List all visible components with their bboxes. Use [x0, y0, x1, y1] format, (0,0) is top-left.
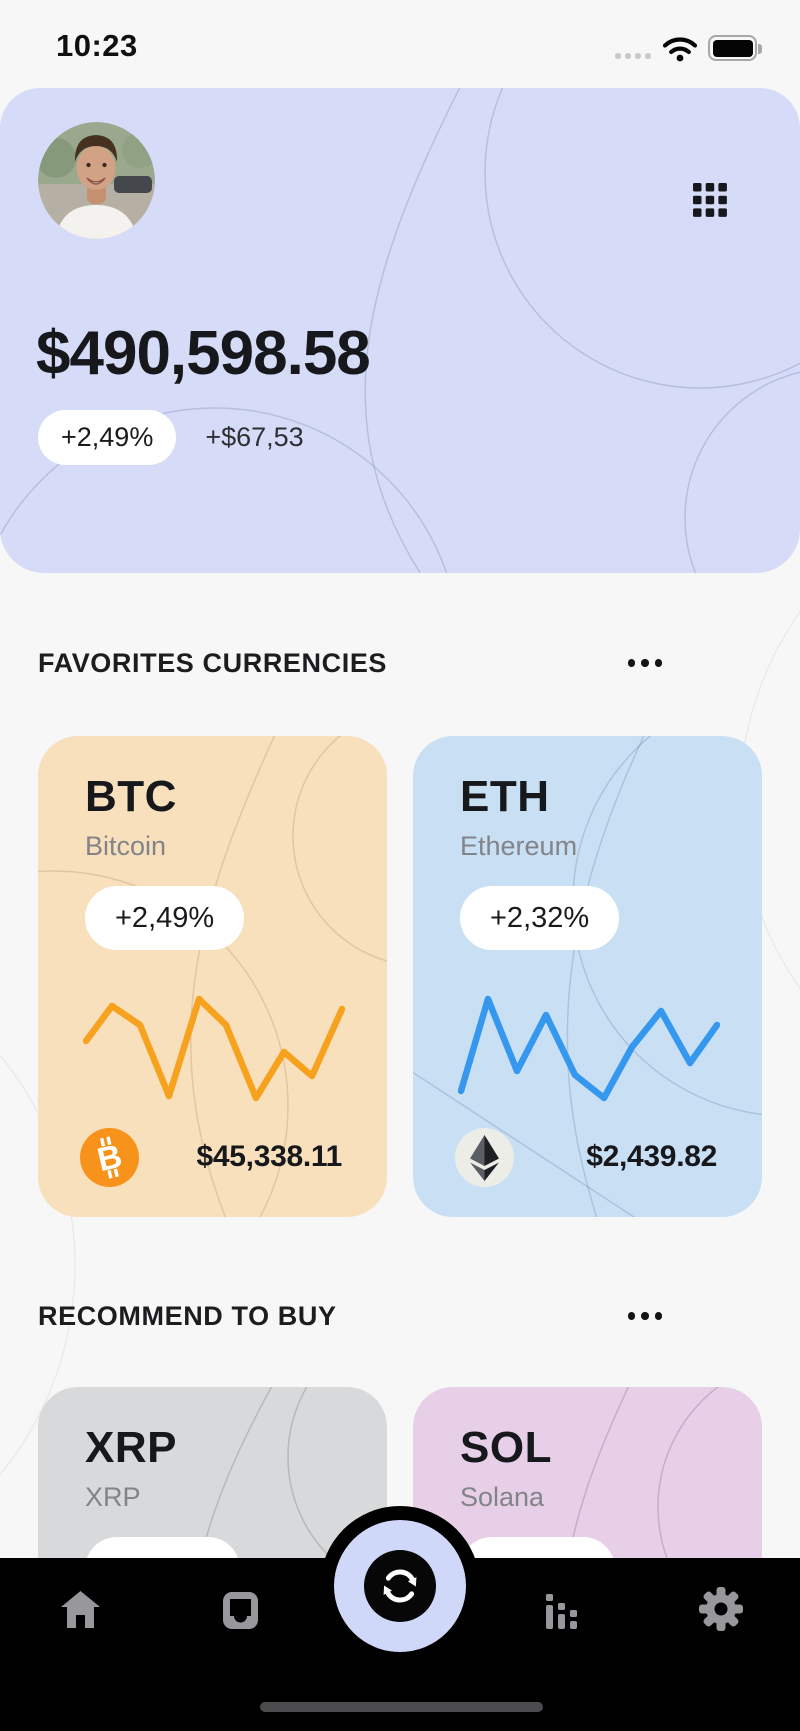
currency-symbol: XRP	[85, 1423, 177, 1472]
home-indicator[interactable]	[260, 1702, 543, 1712]
total-balance: $490,598.58	[36, 319, 371, 388]
recommend-menu-button[interactable]	[627, 1306, 662, 1326]
nav-sync-button[interactable]	[334, 1520, 466, 1652]
favorites-menu-button[interactable]	[627, 653, 662, 673]
nav-wallet-button[interactable]	[218, 1588, 262, 1632]
favorites-cards: BTC Bitcoin +2,49% B $45,338.11	[38, 736, 762, 1217]
balance-change-row: +2,49% +$67,53	[38, 410, 304, 465]
currency-symbol: BTC	[85, 772, 177, 821]
currency-change-badge: +2,32%	[460, 886, 620, 950]
currency-card-btc[interactable]: BTC Bitcoin +2,49% B $45,338.11	[38, 736, 387, 1217]
battery-icon	[708, 35, 762, 61]
bitcoin-icon: B	[80, 1127, 139, 1187]
currency-name: Bitcoin	[85, 831, 167, 861]
favorites-section-title: FAVORITES CURRENCIES	[38, 647, 388, 678]
grid-menu-button[interactable]	[688, 178, 732, 222]
home-icon	[60, 1590, 100, 1628]
balance-change-amount: +$67,53	[205, 422, 304, 452]
currency-name: XRP	[85, 1482, 141, 1512]
currency-name: Solana	[460, 1482, 545, 1512]
balance-header-card: $490,598.58 +2,49% +$67,53	[0, 88, 800, 573]
currency-symbol: ETH	[460, 772, 550, 821]
nav-home-button[interactable]	[58, 1587, 102, 1631]
currency-change-badge: +2,49%	[85, 886, 245, 950]
wallet-icon	[222, 1591, 258, 1629]
card-footer: B $45,338.11	[80, 1127, 342, 1187]
stats-icon	[545, 1593, 577, 1629]
sync-icon	[364, 1550, 436, 1622]
recommend-section-title: RECOMMEND TO BUY	[38, 1300, 337, 1331]
ethereum-icon	[455, 1127, 514, 1187]
nav-settings-button[interactable]	[699, 1587, 743, 1631]
currency-symbol: SOL	[460, 1423, 552, 1472]
favorites-section-header: FAVORITES CURRENCIES	[38, 645, 662, 681]
recommend-section-header: RECOMMEND TO BUY	[38, 1298, 662, 1334]
currency-price: $2,439.82	[586, 1140, 717, 1173]
currency-card-eth[interactable]: ETH Ethereum +2,32% $2,439.82	[413, 736, 762, 1217]
card-footer: $2,439.82	[455, 1127, 717, 1187]
ellipsis-icon	[627, 1312, 635, 1320]
signal-dots-icon	[615, 53, 651, 59]
currency-price: $45,338.11	[196, 1140, 343, 1173]
settings-icon	[699, 1587, 743, 1631]
clock: 10:23	[56, 28, 138, 63]
wifi-icon	[662, 34, 698, 62]
ellipsis-icon	[627, 659, 635, 667]
status-bar: 10:23	[0, 0, 800, 88]
nav-stats-button[interactable]	[539, 1588, 583, 1632]
currency-name: Ethereum	[460, 831, 578, 861]
grid-menu-icon	[693, 183, 727, 217]
btc-price-sparkline	[83, 995, 345, 1102]
balance-change-percent-badge: +2,49%	[38, 410, 177, 465]
eth-price-sparkline	[458, 995, 720, 1102]
avatar[interactable]	[38, 122, 155, 239]
